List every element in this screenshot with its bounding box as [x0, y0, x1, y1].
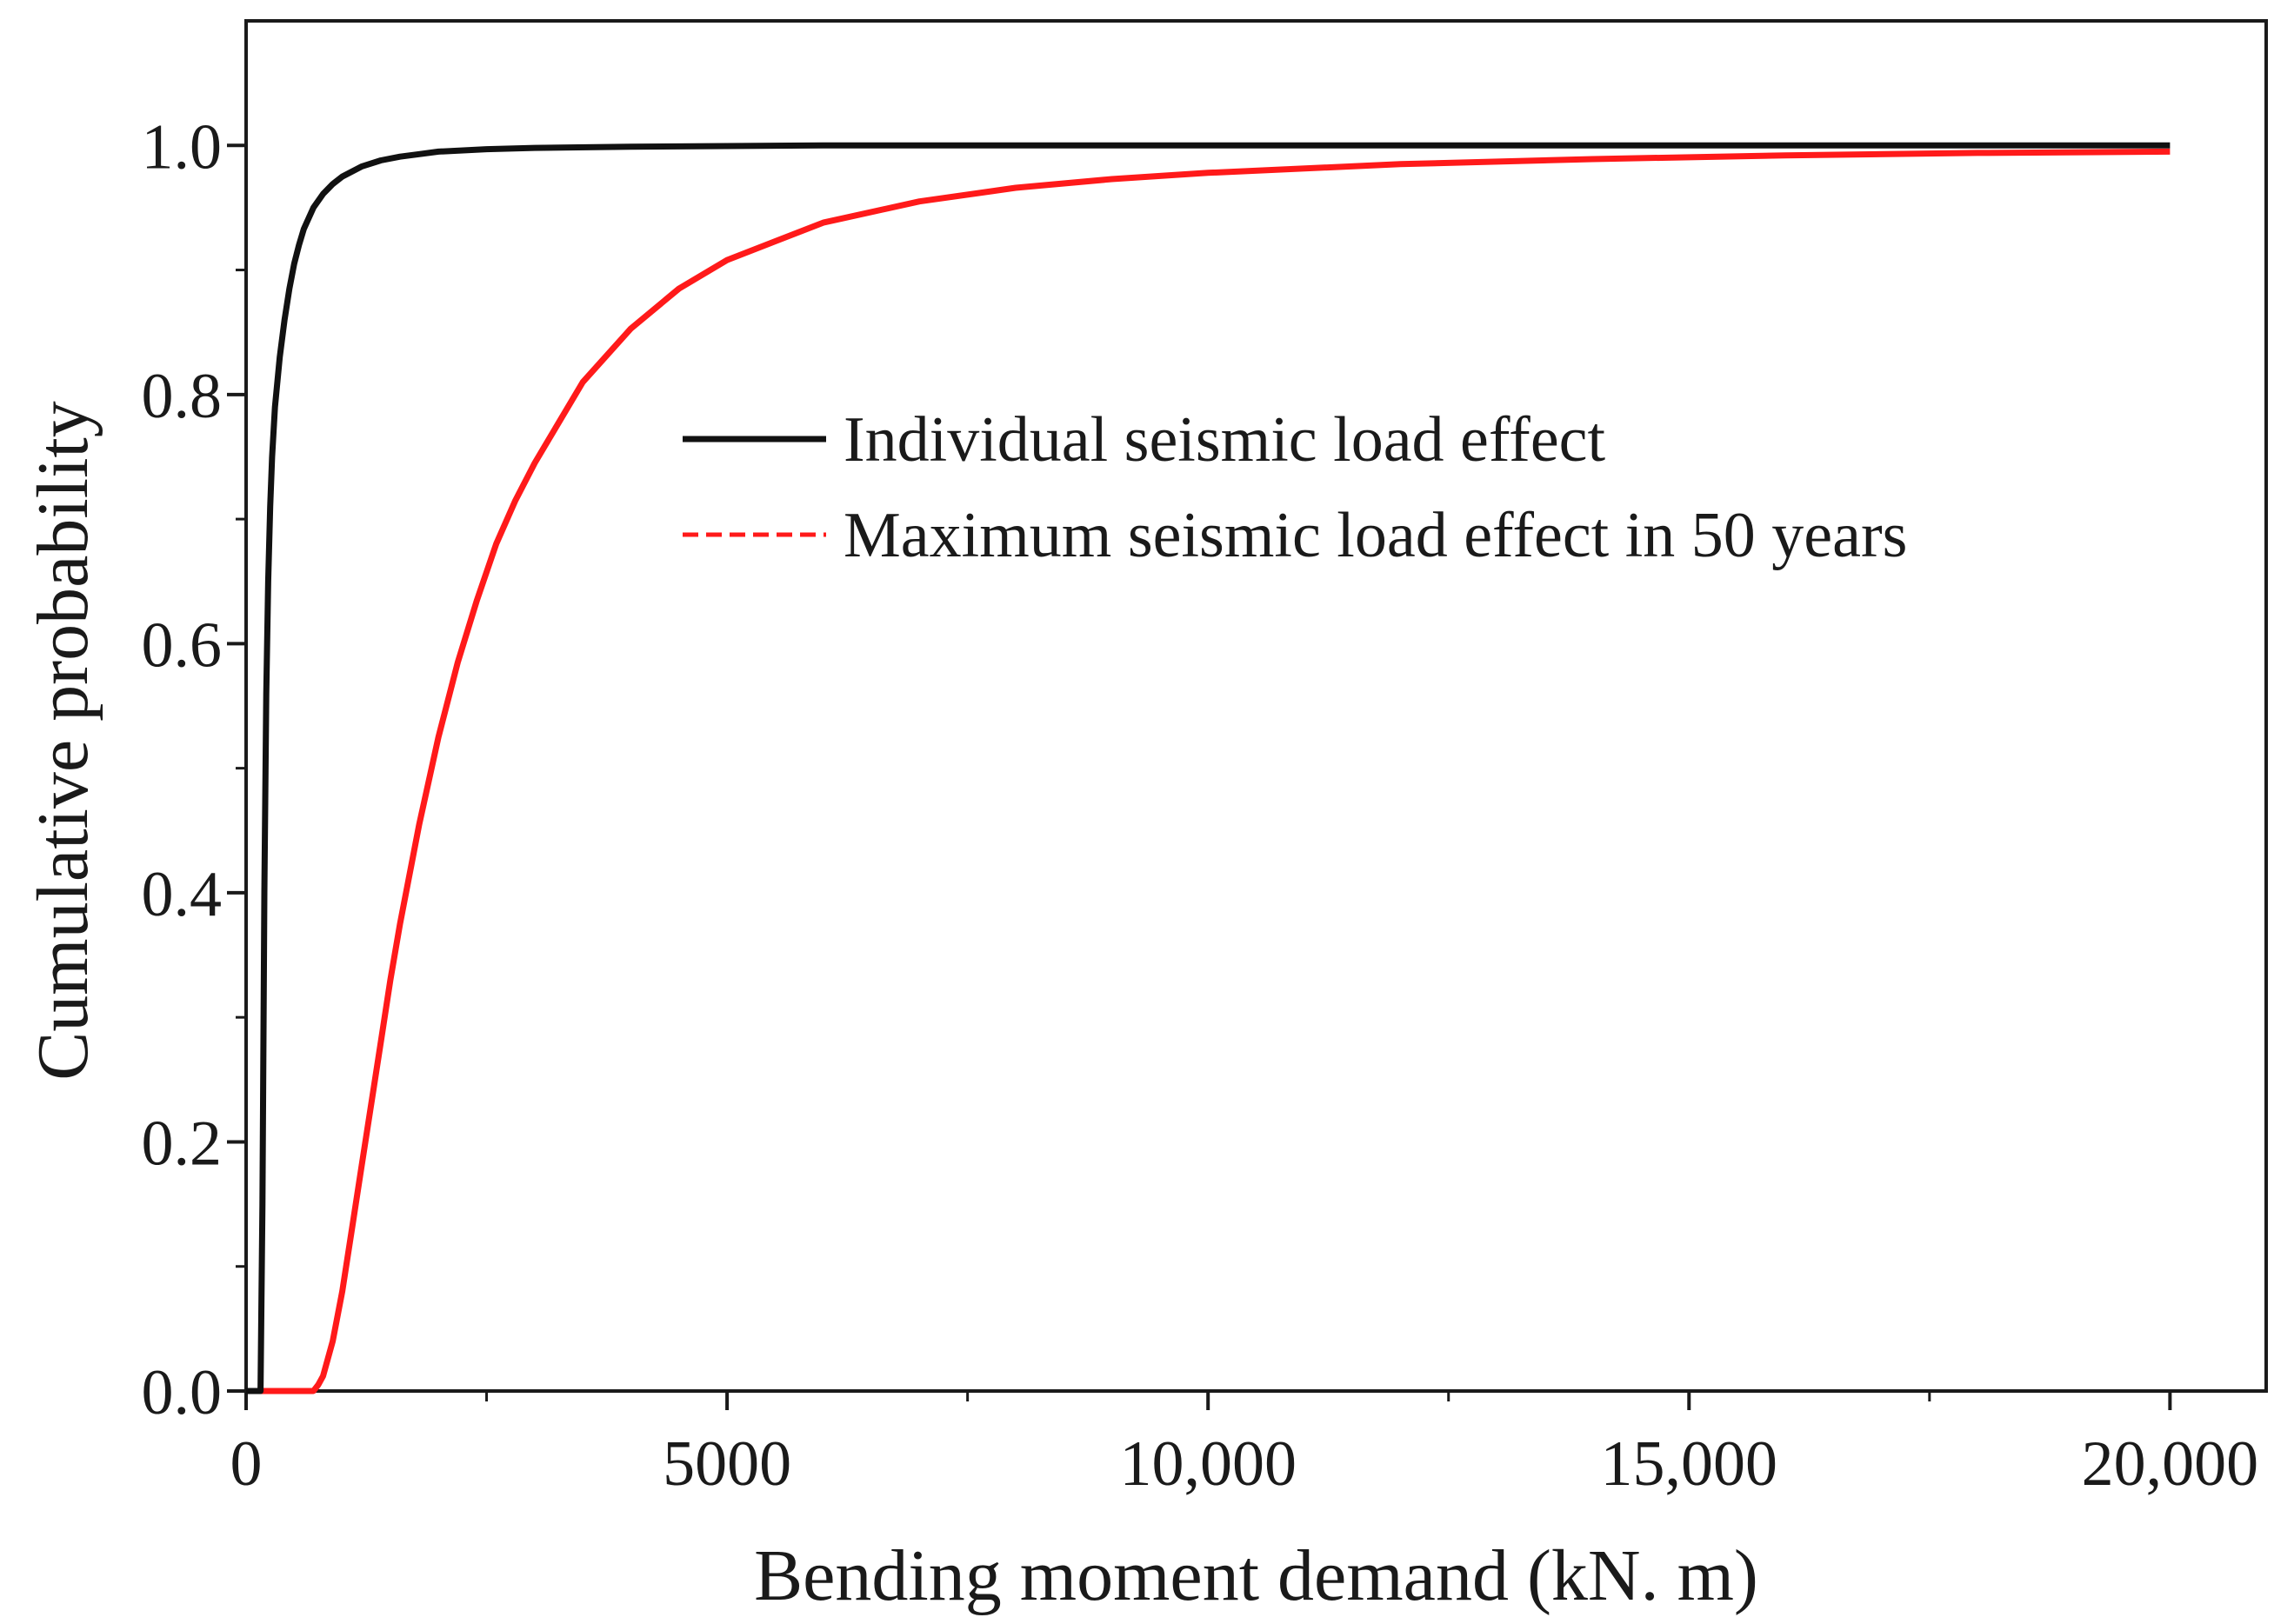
y-tick-label: 0.4: [142, 859, 223, 930]
legend: Individual seismic load effect Maximum s…: [683, 404, 1907, 571]
plot-area: [244, 19, 2268, 1393]
x-axis-title: Bending moment demand (kN. m): [754, 1535, 1758, 1616]
plot-frame: [244, 19, 2268, 1393]
y-tick-label: 1.0: [142, 111, 223, 183]
y-tick-label: 0.2: [142, 1108, 223, 1179]
series-layer: [246, 142, 2171, 1394]
series-line-individual: [246, 142, 2171, 1394]
legend-label-individual: Individual seismic load effect: [844, 404, 1606, 476]
x-tick-label: 10,000: [1119, 1428, 1297, 1500]
x-tick-label: 20,000: [2082, 1428, 2259, 1500]
x-tick-label: 0: [230, 1428, 263, 1500]
x-tick-label: 15,000: [1601, 1428, 1778, 1500]
y-tick-label: 0.6: [142, 609, 223, 681]
y-tick-label: 0.8: [142, 361, 223, 432]
series-line-maximum-50-years: [246, 148, 2171, 1394]
legend-label-maximum-50-years: Maximum seismic load effect in 50 years: [844, 500, 1907, 571]
x-tick-label: 5000: [663, 1428, 791, 1500]
axis-ticks: 0 5000 10,000 15,000 20,000 0.0 0.2 0.4 0.6 0.8 1.…: [142, 111, 2259, 1500]
y-tick-label: 0.0: [142, 1357, 223, 1428]
y-axis-title: Cumulative probability: [23, 401, 103, 1081]
